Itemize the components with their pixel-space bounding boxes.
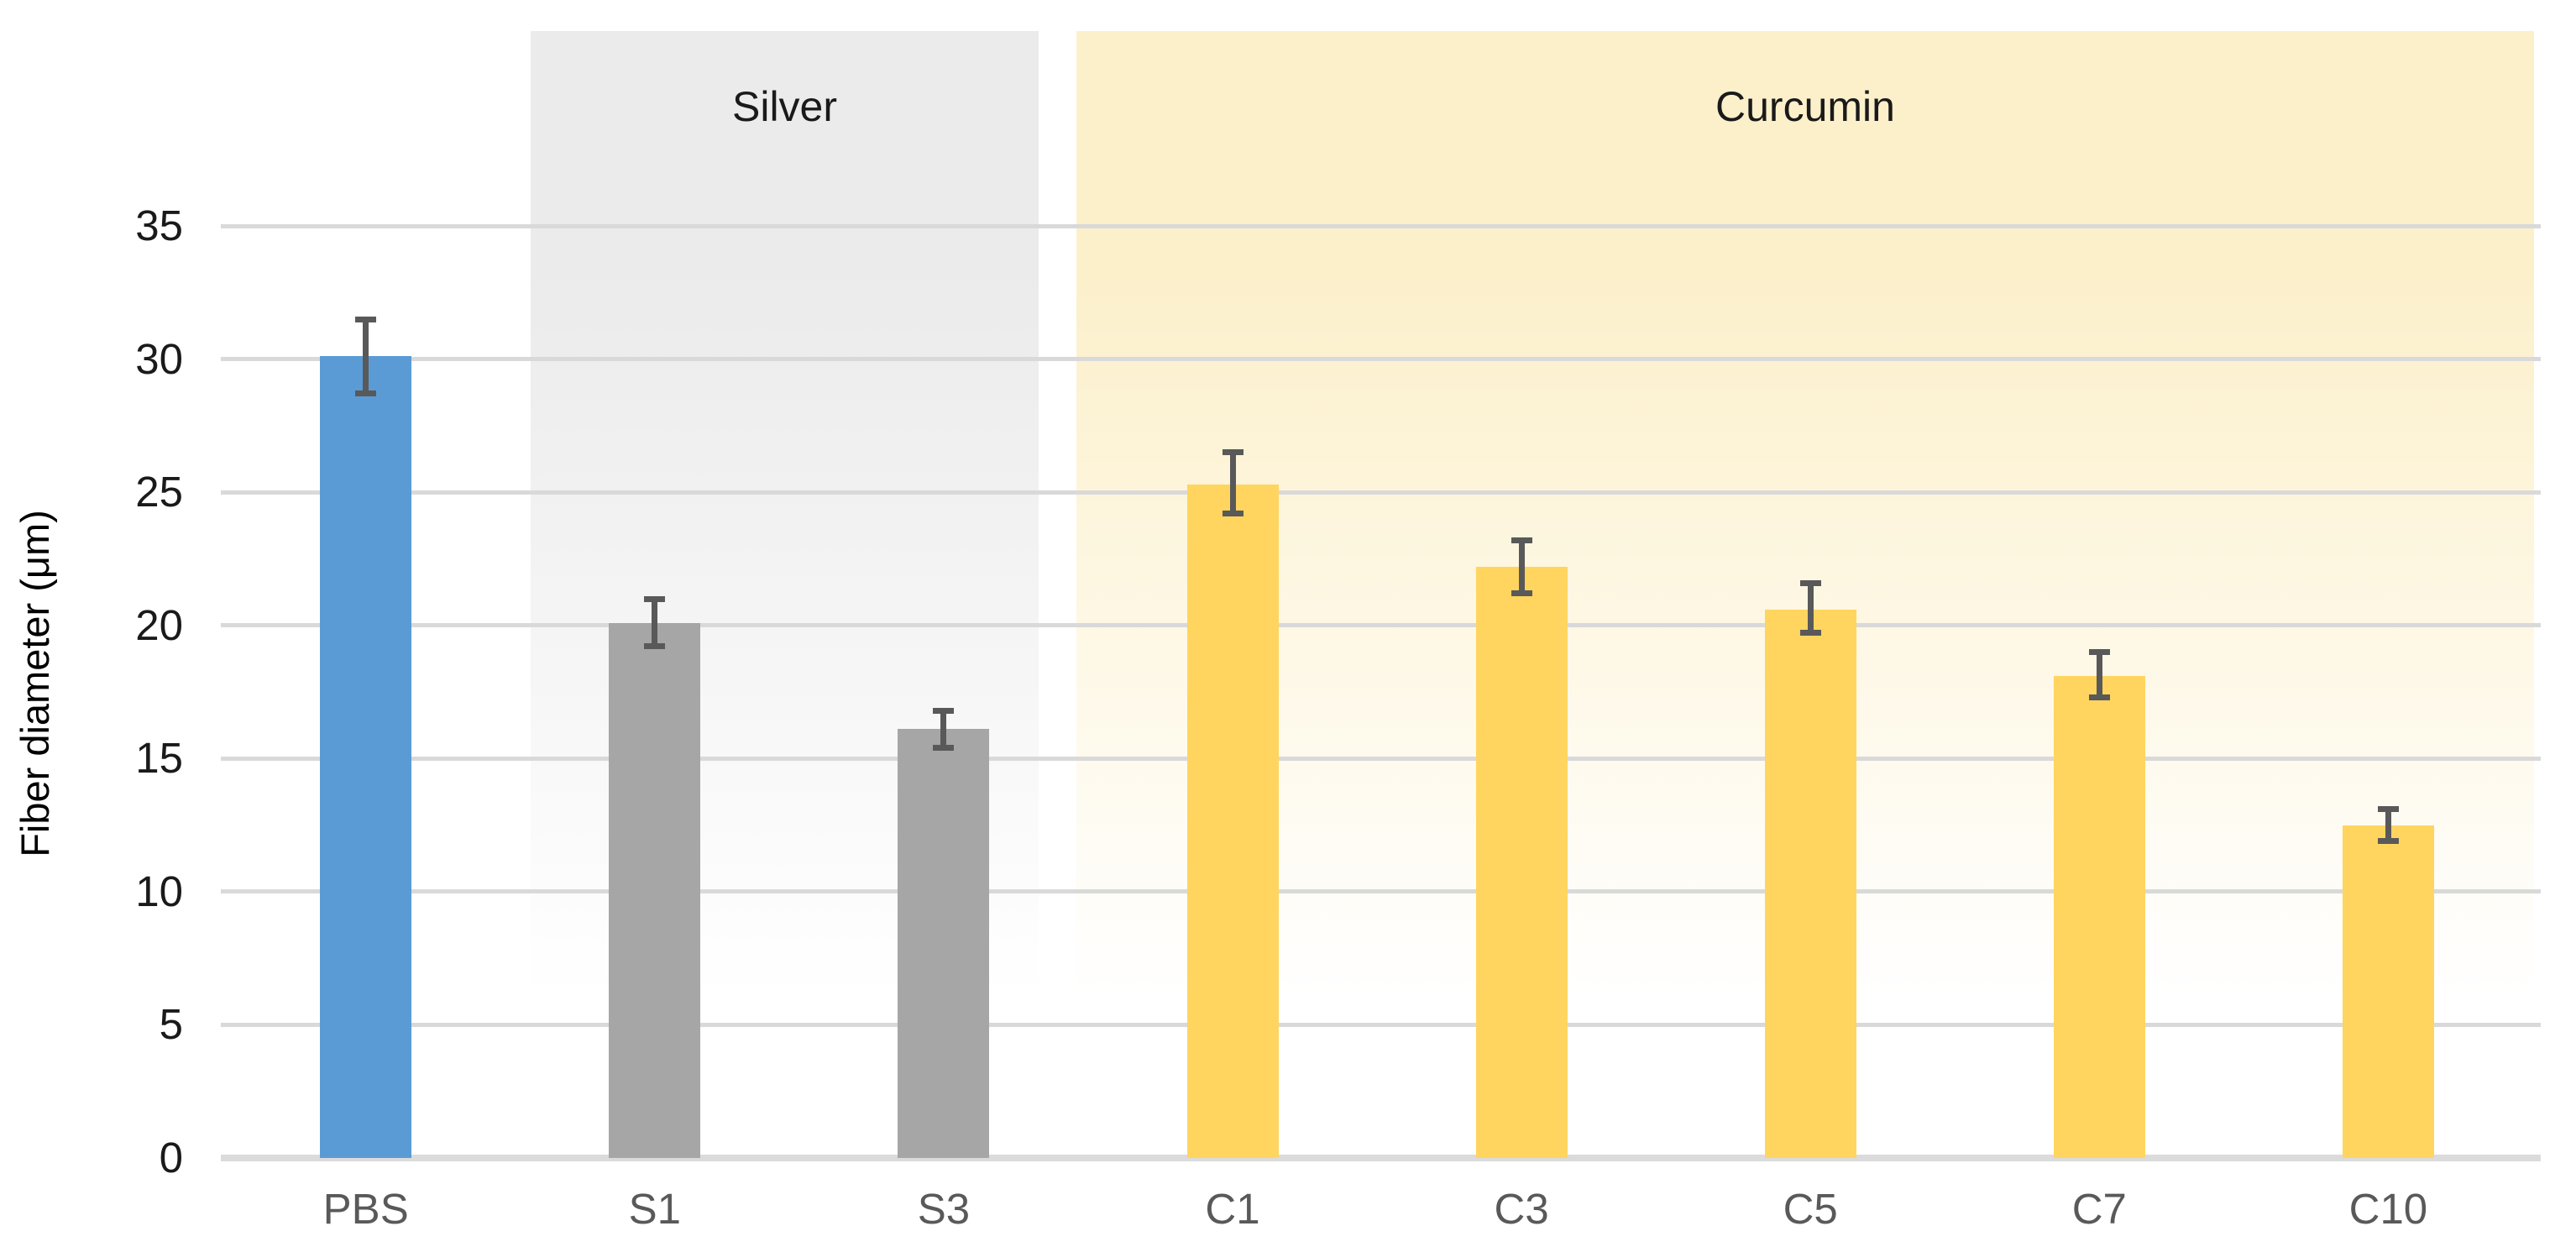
error-cap-bottom-C7 [2088, 694, 2110, 700]
bar-C1 [1186, 484, 1279, 1158]
x-label-PBS: PBS [322, 1185, 409, 1233]
error-cap-top-C7 [2088, 649, 2110, 656]
gridline-20 [221, 623, 2541, 628]
region-label-curcumin: Curcumin [1715, 83, 1895, 130]
y-tick-label-5: 5 [159, 1000, 183, 1049]
error-cap-top-C3 [1511, 537, 1532, 544]
error-bar-C10 [2385, 806, 2391, 844]
error-bar-C1 [1229, 449, 1236, 516]
error-cap-bottom-C5 [1799, 630, 1821, 637]
error-cap-top-S3 [933, 708, 955, 715]
x-label-C5: C5 [1783, 1185, 1838, 1233]
error-cap-bottom-PBS [355, 390, 377, 396]
bar-C7 [2053, 675, 2145, 1158]
y-tick-label-35: 35 [135, 202, 183, 249]
error-cap-top-C1 [1222, 449, 1243, 456]
y-tick-label-30: 30 [135, 334, 183, 383]
x-label-C3: C3 [1494, 1185, 1549, 1233]
y-tick-label-20: 20 [135, 600, 183, 649]
region-label-silver: Silver [731, 83, 838, 130]
x-label-C1: C1 [1205, 1185, 1260, 1233]
gridline-25 [221, 490, 2541, 495]
gridline-30 [221, 357, 2541, 362]
y-tick-label-10: 10 [135, 867, 183, 915]
x-axis-line [221, 1155, 2541, 1161]
gridline-35 [221, 223, 2541, 228]
error-cap-bottom-S3 [933, 744, 955, 751]
error-cap-top-C5 [1799, 579, 1821, 586]
gridline-15 [221, 756, 2541, 761]
error-cap-bottom-C3 [1511, 589, 1532, 596]
y-tick-label-0: 0 [159, 1134, 183, 1182]
bar-S3 [898, 729, 990, 1158]
bar-C3 [1475, 566, 1568, 1158]
y-tick-label-15: 15 [135, 734, 183, 783]
bar-S1 [609, 622, 701, 1158]
error-bar-PBS [363, 316, 369, 396]
x-label-C10: C10 [2348, 1185, 2428, 1233]
gridline-5 [221, 1022, 2541, 1027]
y-axis-title: Fiber diameter (μm) [13, 510, 57, 857]
bar-C10 [2342, 825, 2434, 1158]
error-cap-bottom-C1 [1222, 510, 1243, 516]
error-bar-C3 [1518, 537, 1525, 596]
error-cap-top-S1 [644, 595, 666, 602]
x-label-S3: S3 [917, 1185, 971, 1233]
bar-PBS [320, 356, 412, 1158]
error-cap-top-C10 [2377, 806, 2399, 813]
error-bar-S1 [652, 595, 658, 650]
error-cap-bottom-C10 [2377, 837, 2399, 844]
error-bar-C5 [1807, 579, 1814, 637]
bar-C5 [1764, 609, 1856, 1158]
y-tick-label-25: 25 [135, 468, 183, 516]
error-cap-bottom-S1 [644, 643, 666, 650]
error-bar-S3 [940, 708, 947, 751]
error-cap-top-PBS [355, 316, 377, 322]
x-label-C7: C7 [2071, 1185, 2127, 1233]
error-bar-C7 [2096, 649, 2102, 700]
x-label-S1: S1 [628, 1185, 681, 1233]
gridline-10 [221, 889, 2541, 894]
